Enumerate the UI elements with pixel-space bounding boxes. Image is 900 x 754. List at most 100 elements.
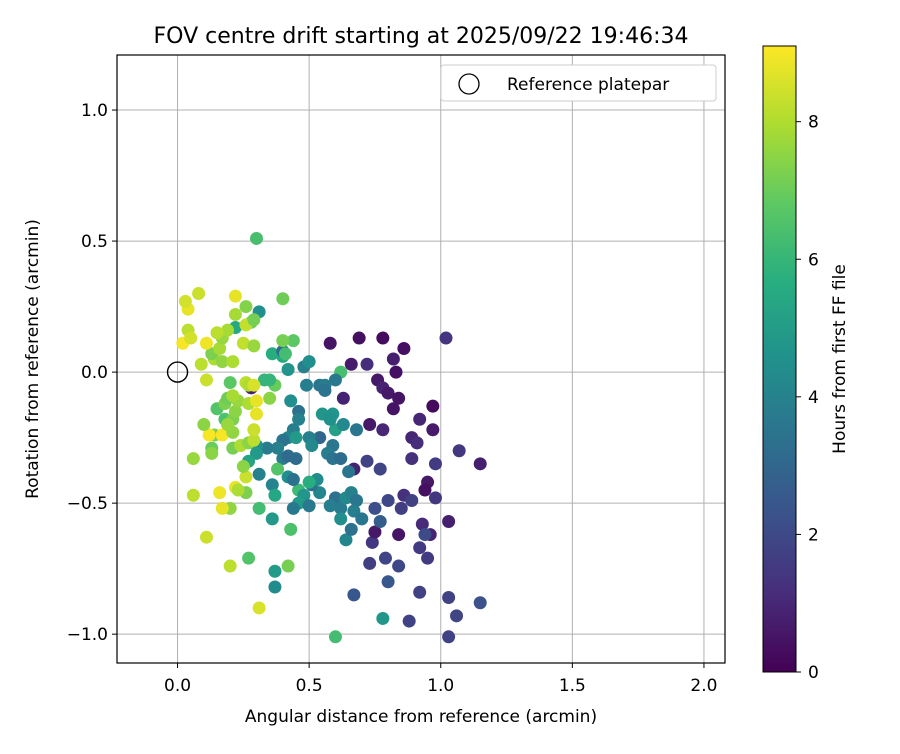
- data-point: [413, 541, 427, 555]
- data-point: [215, 355, 229, 369]
- data-point: [381, 494, 395, 508]
- reference-marker-layer: [166, 361, 189, 383]
- data-point: [334, 452, 348, 466]
- y-tick-label: −0.5: [67, 494, 108, 514]
- data-point: [186, 488, 200, 502]
- data-point: [347, 588, 361, 602]
- data-point: [192, 286, 206, 300]
- x-tick-label: 1.5: [559, 676, 586, 696]
- data-point: [221, 418, 235, 432]
- data-point: [336, 418, 350, 432]
- data-point: [318, 383, 332, 397]
- data-point: [236, 459, 250, 473]
- data-point: [402, 614, 416, 628]
- data-point: [210, 326, 224, 340]
- data-point: [392, 391, 406, 405]
- data-point: [355, 512, 369, 526]
- data-point: [392, 528, 406, 542]
- data-point: [252, 467, 266, 481]
- y-axis-label: Rotation from reference (arcmin): [23, 219, 43, 499]
- data-point: [386, 402, 400, 416]
- data-point: [473, 457, 487, 471]
- data-point: [389, 365, 403, 379]
- data-point: [271, 441, 285, 455]
- data-point: [236, 336, 250, 350]
- data-point: [271, 462, 285, 476]
- data-point: [352, 331, 366, 345]
- data-point: [249, 394, 263, 408]
- data-point: [186, 452, 200, 466]
- data-point: [247, 423, 261, 437]
- y-tick-label: 0.0: [81, 363, 108, 383]
- data-point: [323, 412, 337, 426]
- data-point: [281, 449, 295, 463]
- data-point: [334, 512, 348, 526]
- data-point: [442, 630, 456, 644]
- data-points: [176, 231, 487, 644]
- data-point: [302, 355, 316, 369]
- data-point: [268, 564, 282, 578]
- colorbar-tick-label: 4: [808, 388, 819, 408]
- data-point: [365, 535, 379, 549]
- data-point: [252, 501, 266, 515]
- colorbar-tick-label: 0: [808, 663, 819, 683]
- data-point: [373, 462, 387, 476]
- data-point: [313, 431, 327, 445]
- data-point: [373, 514, 387, 528]
- colorbar-tick-label: 2: [808, 525, 819, 545]
- data-point: [226, 355, 240, 369]
- data-point: [344, 522, 358, 536]
- data-point: [328, 373, 342, 387]
- data-point: [184, 331, 198, 345]
- data-point: [323, 336, 337, 350]
- data-point: [197, 418, 211, 432]
- data-point: [263, 373, 277, 387]
- data-point: [323, 499, 337, 513]
- data-point: [347, 504, 361, 518]
- data-point: [328, 630, 342, 644]
- data-point: [350, 494, 364, 508]
- chart-title: FOV centre drift starting at 2025/09/22 …: [154, 24, 689, 49]
- data-point: [247, 433, 261, 447]
- data-point: [286, 501, 300, 515]
- data-point: [231, 483, 245, 497]
- data-point: [413, 412, 427, 426]
- data-point: [363, 556, 377, 570]
- data-point: [239, 300, 253, 314]
- data-point: [339, 533, 353, 547]
- data-point: [405, 494, 419, 508]
- data-point: [281, 362, 295, 376]
- data-point: [226, 389, 240, 403]
- data-point: [228, 307, 242, 321]
- data-point: [442, 514, 456, 528]
- x-tick-label: 1.0: [427, 676, 454, 696]
- x-tick-label: 0.0: [164, 676, 191, 696]
- data-point: [213, 342, 227, 356]
- data-point: [281, 559, 295, 573]
- data-point: [418, 528, 432, 542]
- data-point: [249, 231, 263, 245]
- data-point: [442, 590, 456, 604]
- data-point: [300, 378, 314, 392]
- data-point: [268, 488, 282, 502]
- x-axis-label: Angular distance from reference (arcmin): [245, 707, 597, 727]
- data-point: [426, 399, 440, 413]
- data-point: [302, 499, 316, 513]
- data-point: [452, 444, 466, 458]
- colorbar-label: Hours from first FF file: [830, 264, 850, 454]
- colorbar-ticks: 0 2 4 6 8: [796, 113, 819, 683]
- data-point: [263, 391, 277, 405]
- x-tick-label: 2.0: [690, 676, 717, 696]
- data-point: [413, 585, 427, 599]
- data-point: [213, 486, 227, 500]
- data-point: [268, 580, 282, 594]
- data-point: [202, 428, 216, 442]
- data-point: [426, 423, 440, 437]
- data-point: [194, 357, 208, 371]
- legend-label: Reference platepar: [507, 75, 669, 95]
- data-point: [215, 501, 229, 515]
- data-point: [386, 352, 400, 366]
- data-point: [405, 452, 419, 466]
- data-point: [199, 373, 213, 387]
